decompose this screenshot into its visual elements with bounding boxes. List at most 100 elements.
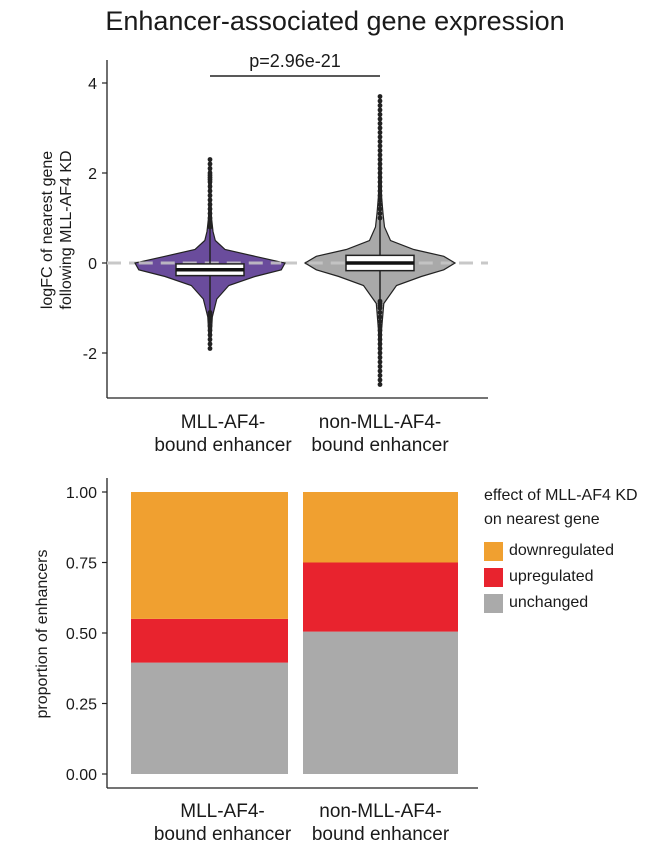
y-tick-label: 1.00 bbox=[66, 485, 97, 502]
outlier-point bbox=[207, 166, 213, 171]
x-tick-label: MLL-AF4-bound enhancer bbox=[154, 801, 292, 845]
outlier-point bbox=[207, 346, 213, 351]
outlier-point bbox=[377, 148, 383, 153]
legend: effect of MLL-AF4 KD on nearest gene dow… bbox=[484, 484, 638, 616]
outlier-point bbox=[207, 197, 213, 203]
legend-item-downregulated: downregulated bbox=[484, 538, 638, 564]
legend-item-upregulated: upregulated bbox=[484, 564, 638, 590]
y-tick-label: 4 bbox=[88, 76, 97, 93]
outlier-point bbox=[377, 350, 383, 356]
legend-title: effect of MLL-AF4 KD on nearest gene bbox=[484, 484, 638, 532]
outlier-point bbox=[377, 184, 383, 189]
bar-segment-upregulated-2 bbox=[303, 562, 458, 632]
y-axis-label-line: logFC of nearest gene bbox=[39, 151, 56, 309]
outlier-point bbox=[207, 328, 213, 333]
y-tick-label: 0.00 bbox=[66, 767, 97, 784]
outlier-point bbox=[207, 170, 213, 176]
outlier-point bbox=[377, 130, 383, 135]
outlier-point bbox=[207, 310, 213, 315]
y-axis-label-line: following MLL-AF4 KD bbox=[58, 150, 75, 309]
y-tick-label: 2 bbox=[88, 166, 97, 183]
outlier-point bbox=[377, 206, 383, 212]
outlier-point bbox=[377, 328, 383, 333]
outlier-point bbox=[207, 157, 213, 162]
outlier-point bbox=[377, 188, 383, 194]
legend-title-line-2: on nearest gene bbox=[484, 511, 600, 528]
outlier-point bbox=[207, 215, 213, 221]
outlier-point bbox=[377, 175, 383, 180]
outlier-point bbox=[377, 310, 383, 315]
x-tick-label-line: bound enhancer bbox=[154, 824, 292, 845]
x-tick-label-line: MLL-AF4- bbox=[181, 412, 265, 433]
outlier-point bbox=[207, 193, 213, 198]
significance-label: p=2.96e-21 bbox=[249, 51, 341, 71]
outlier-point bbox=[377, 103, 383, 108]
outlier-point bbox=[207, 220, 213, 225]
x-tick-label: MLL-AF4-bound enhancer bbox=[154, 412, 292, 456]
outlier-point bbox=[207, 161, 213, 167]
bar-segment-downregulated-2 bbox=[303, 492, 458, 563]
outlier-point bbox=[377, 377, 383, 383]
outlier-point bbox=[377, 323, 383, 329]
outlier-point bbox=[207, 332, 213, 338]
outlier-point bbox=[377, 314, 383, 320]
outlier-point bbox=[377, 215, 383, 221]
outlier-point bbox=[207, 211, 213, 216]
outlier-point bbox=[207, 337, 213, 342]
outlier-point bbox=[377, 211, 383, 216]
outlier-point bbox=[377, 107, 383, 113]
violin-chart: -2 0 2 4 logFC of nearest gene following MLL-… bbox=[39, 51, 488, 456]
y-tick-label: 0.75 bbox=[66, 556, 97, 573]
x-tick-label-line: bound enhancer bbox=[311, 435, 449, 456]
y-axis-label: proportion of enhancers bbox=[34, 550, 51, 719]
x-tick-label-line: bound enhancer bbox=[312, 824, 450, 845]
legend-swatch-downregulated bbox=[484, 541, 503, 561]
x-tick-label-line: bound enhancer bbox=[154, 435, 292, 456]
x-tick-label: non-MLL-AF4-bound enhancer bbox=[311, 412, 449, 456]
outlier-point bbox=[377, 143, 383, 149]
outlier-point bbox=[377, 341, 383, 347]
outlier-point bbox=[377, 112, 383, 117]
outlier-point bbox=[377, 193, 383, 198]
outlier-point bbox=[377, 197, 383, 203]
outlier-point bbox=[377, 152, 383, 158]
outlier-point bbox=[377, 364, 383, 369]
y-tick-label: -2 bbox=[83, 346, 97, 363]
legend-swatch-upregulated bbox=[484, 567, 503, 587]
legend-label-downregulated: downregulated bbox=[509, 542, 614, 559]
outlier-point bbox=[377, 139, 383, 144]
outlier-point bbox=[377, 134, 383, 140]
outlier-point bbox=[377, 179, 383, 185]
bar-segment-upregulated-1 bbox=[131, 618, 288, 663]
outlier-point bbox=[377, 319, 383, 324]
outlier-point bbox=[207, 184, 213, 189]
bar-segment-downregulated-1 bbox=[131, 492, 288, 619]
outlier-point bbox=[377, 355, 383, 360]
outlier-point bbox=[207, 206, 213, 212]
legend-swatch-unchanged bbox=[484, 593, 503, 613]
outlier-point bbox=[377, 161, 383, 167]
x-tick-label-line: MLL-AF4- bbox=[180, 801, 264, 822]
legend-title-line-1: effect of MLL-AF4 KD bbox=[484, 487, 638, 504]
outlier-point bbox=[377, 202, 383, 207]
y-tick-label: 0.25 bbox=[66, 697, 97, 714]
outlier-point bbox=[377, 368, 383, 374]
outlier-point bbox=[207, 188, 213, 194]
y-axis-label: logFC of nearest gene following MLL-AF4 K… bbox=[39, 150, 75, 309]
y-tick-label: 0 bbox=[88, 256, 97, 273]
outlier-point bbox=[377, 121, 383, 126]
outlier-point bbox=[377, 125, 383, 131]
chart-title: Enhancer-associated gene expression bbox=[105, 6, 565, 36]
y-tick-label: 0.50 bbox=[66, 626, 97, 643]
x-tick-label-line: non-MLL-AF4- bbox=[319, 801, 442, 822]
bar-segment-unchanged-1 bbox=[131, 662, 288, 774]
outlier-point bbox=[377, 298, 383, 304]
outlier-point bbox=[377, 359, 383, 365]
outlier-point bbox=[377, 166, 383, 171]
outlier-point bbox=[377, 94, 383, 99]
outlier-point bbox=[377, 332, 383, 338]
outlier-point bbox=[377, 346, 383, 351]
outlier-point bbox=[377, 157, 383, 162]
legend-label-unchanged: unchanged bbox=[509, 594, 589, 611]
